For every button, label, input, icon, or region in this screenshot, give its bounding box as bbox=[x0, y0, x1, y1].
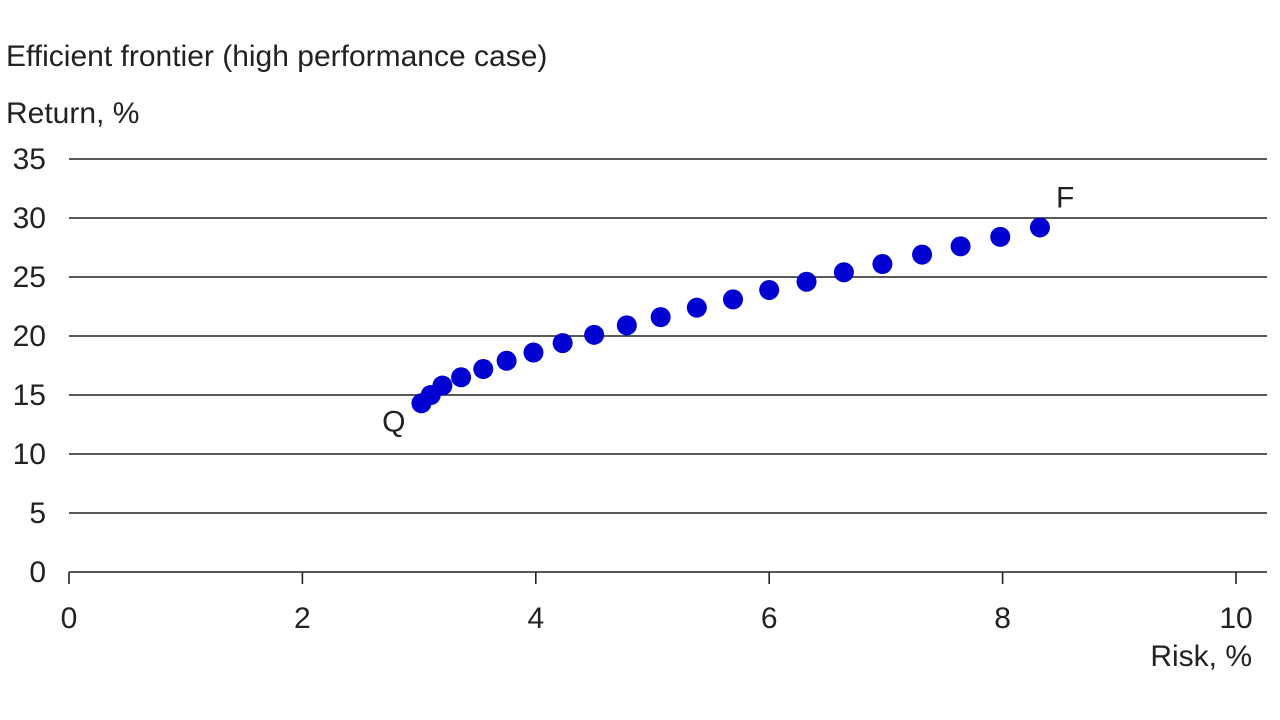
data-point bbox=[990, 226, 1011, 247]
data-point bbox=[796, 271, 817, 292]
axes bbox=[68, 572, 1237, 584]
chart-title: Efficient frontier (high performance cas… bbox=[6, 40, 548, 73]
annotation-label: Q bbox=[382, 405, 405, 438]
x-axis-label: Risk, % bbox=[1150, 640, 1252, 673]
data-point bbox=[552, 333, 573, 354]
data-point bbox=[432, 375, 453, 396]
y-tick-label: 30 bbox=[13, 202, 46, 235]
y-tick-label: 10 bbox=[13, 438, 46, 471]
data-points bbox=[411, 217, 1050, 414]
x-tick-label: 10 bbox=[1219, 602, 1252, 635]
x-tick-label: 8 bbox=[994, 602, 1011, 635]
data-point bbox=[650, 307, 671, 328]
data-point bbox=[872, 254, 893, 275]
annotation-label: F bbox=[1056, 181, 1074, 214]
data-point bbox=[473, 359, 494, 380]
annotations: QF bbox=[382, 181, 1074, 438]
x-tick-label: 6 bbox=[761, 602, 778, 635]
data-point bbox=[584, 324, 605, 345]
data-point bbox=[496, 350, 517, 371]
tick-labels: 0 5 10 15 20 25 30 35 0 2 4 6 8 10 bbox=[13, 143, 1253, 635]
data-point bbox=[1029, 217, 1050, 238]
x-tick-label: 4 bbox=[527, 602, 544, 635]
x-tick-label: 2 bbox=[294, 602, 311, 635]
data-point bbox=[523, 342, 544, 363]
data-point bbox=[833, 262, 854, 283]
data-point bbox=[686, 297, 707, 318]
y-tick-label: 25 bbox=[13, 261, 46, 294]
y-tick-label: 5 bbox=[29, 497, 46, 530]
y-tick-label: 20 bbox=[13, 320, 46, 353]
x-tick-label: 0 bbox=[61, 602, 78, 635]
y-tick-label: 0 bbox=[29, 556, 46, 589]
data-point bbox=[616, 315, 637, 336]
data-point bbox=[759, 279, 780, 300]
data-point bbox=[723, 289, 744, 310]
data-point bbox=[451, 367, 472, 388]
y-tick-label: 35 bbox=[13, 143, 46, 176]
y-axis-label: Return, % bbox=[6, 97, 140, 130]
y-tick-label: 15 bbox=[13, 379, 46, 412]
data-point bbox=[912, 244, 933, 265]
gridlines bbox=[69, 158, 1267, 573]
data-point bbox=[950, 236, 971, 257]
